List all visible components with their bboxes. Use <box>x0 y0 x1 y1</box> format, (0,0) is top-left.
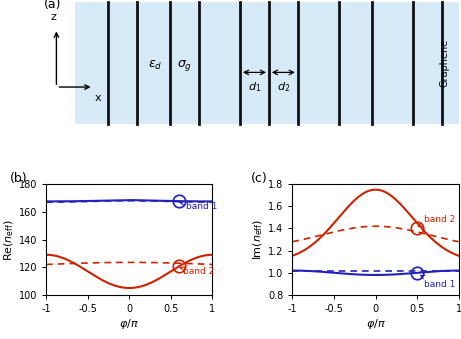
X-axis label: $\varphi/\pi$: $\varphi/\pi$ <box>366 317 385 331</box>
Text: $\varepsilon_d$: $\varepsilon_d$ <box>148 59 163 72</box>
X-axis label: $\varphi/\pi$: $\varphi/\pi$ <box>119 317 139 331</box>
Text: x: x <box>95 93 101 103</box>
Text: band 2: band 2 <box>418 215 455 227</box>
Text: band 2: band 2 <box>180 267 215 276</box>
Text: (b): (b) <box>10 172 27 185</box>
Text: $\sigma_g$: $\sigma_g$ <box>177 58 192 73</box>
Y-axis label: Im$(n_{\rm eff})$: Im$(n_{\rm eff})$ <box>252 219 265 260</box>
Text: band 1: band 1 <box>420 275 455 288</box>
Text: (c): (c) <box>251 172 267 185</box>
Text: Graphene: Graphene <box>439 39 449 87</box>
Text: z: z <box>50 13 56 22</box>
Text: band 1: band 1 <box>180 202 217 211</box>
Text: (a): (a) <box>44 0 61 11</box>
Text: $d_2$: $d_2$ <box>277 80 290 94</box>
Y-axis label: Re$(n_{\rm eff})$: Re$(n_{\rm eff})$ <box>2 219 16 260</box>
Text: $d_1$: $d_1$ <box>248 80 261 94</box>
